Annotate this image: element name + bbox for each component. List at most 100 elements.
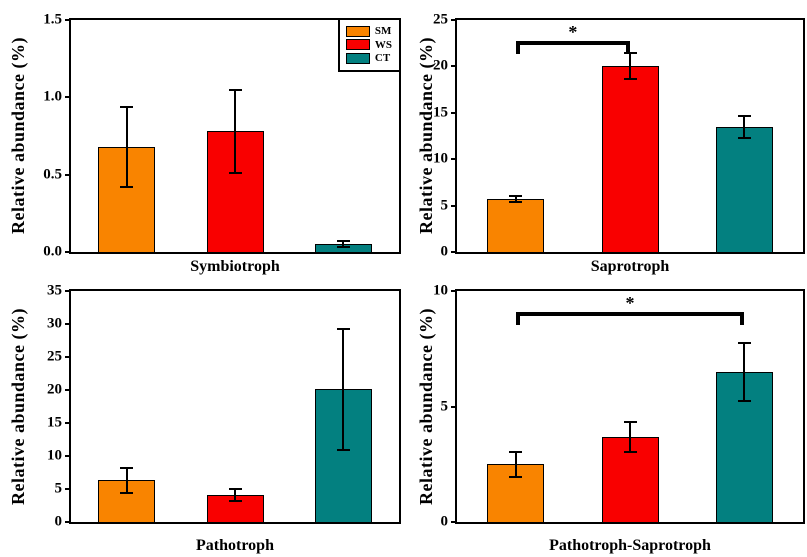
error-bar-line <box>743 115 746 138</box>
y-tick-label: 20 <box>47 381 62 398</box>
error-bar-cap-bottom <box>228 172 242 175</box>
error-bar-cap-bottom <box>228 499 242 502</box>
y-tick-mark <box>451 405 457 408</box>
y-tick-label: 5 <box>54 480 63 497</box>
y-tick-mark <box>65 323 71 325</box>
y-tick-mark <box>65 96 71 99</box>
y-tick-mark <box>65 356 71 358</box>
error-bar-line <box>743 342 746 401</box>
legend-item-ws: WS <box>345 38 392 52</box>
error-bar-cap-top <box>509 194 523 197</box>
significance-bracket-end-right <box>740 311 745 325</box>
significance-bracket-end-left <box>515 41 520 55</box>
error-bar-cap-bottom <box>120 186 134 189</box>
x-axis-label-saprotroph: Saprotroph <box>590 258 670 275</box>
y-tick-mark <box>451 19 457 21</box>
bar-sm <box>487 199 545 252</box>
y-tick-label: 5 <box>440 197 449 214</box>
y-tick-mark <box>451 521 457 523</box>
panel-saprotroph: Relative abundance (%) 0 5 10 15 20 25 * Sapro… <box>404 0 807 278</box>
legend-item-ct: CT <box>345 52 392 65</box>
error-bar-line <box>514 451 517 477</box>
plot-area-saprotroph: 0 5 10 15 20 25 * <box>433 12 805 259</box>
y-tick-label: 10 <box>47 447 62 464</box>
x-axis-label-pathotroph-saprotroph: Pathotroph-Saprotroph <box>549 537 711 554</box>
error-bar-line <box>629 421 631 452</box>
y-tick-label: 5 <box>440 398 449 414</box>
y-tick-label: 35 <box>47 282 62 299</box>
panel-pathotroph-saprotroph: Relative abundance (%) 0 5 10 * Pathotroph-… <box>404 279 807 557</box>
y-tick-label: 20 <box>433 57 448 74</box>
significance-label: * <box>568 22 578 43</box>
error-bar-line <box>342 328 345 451</box>
x-axis-label-pathotroph: Pathotroph <box>196 537 274 554</box>
y-tick-label: 0.5 <box>43 166 62 183</box>
error-bar-line <box>125 106 128 188</box>
significance-bracket-end-left <box>515 311 520 325</box>
y-tick-label: 15 <box>433 104 448 121</box>
error-bar-cap-bottom <box>509 201 523 204</box>
error-bar-cap-top <box>336 327 350 330</box>
panel-symbiotroph: Relative abundance (%) 0.0 0.5 1.0 1.5 Symb… <box>0 0 404 278</box>
legend-swatch-ct <box>345 53 370 65</box>
error-bar-cap-bottom <box>737 136 751 139</box>
panel-pathotroph: Relative abundance (%) 0 5 10 15 20 25 30 35 Pa… <box>0 279 404 557</box>
y-tick-mark <box>65 19 71 21</box>
significance-label: * <box>625 292 635 313</box>
error-bar-cap-bottom <box>623 450 637 453</box>
significance-bracket-end-right <box>626 41 630 55</box>
y-tick-label: 0 <box>54 513 63 530</box>
y-axis-label: Relative abundance (%) <box>8 37 28 235</box>
error-bar-line <box>125 467 128 493</box>
significance-bracket <box>515 311 745 316</box>
y-tick-label: 30 <box>47 315 62 332</box>
y-tick-mark <box>451 290 457 292</box>
error-bar-cap-bottom <box>737 399 751 402</box>
y-tick-label: 25 <box>47 348 62 365</box>
error-bar-cap-bottom <box>336 246 350 249</box>
y-tick-label: 15 <box>47 414 62 431</box>
plot-area-pathotroph-saprotroph: 0 5 10 * <box>433 283 805 529</box>
y-tick-mark <box>451 204 457 207</box>
y-axis-label: Relative abundance (%) <box>416 308 436 505</box>
error-bar-cap-top <box>737 341 751 344</box>
error-bar-line <box>629 53 631 80</box>
error-bar-cap-top <box>509 450 523 453</box>
y-tick-mark <box>65 389 71 391</box>
y-tick-label: 0.0 <box>43 243 62 260</box>
bar-ws <box>601 66 659 252</box>
y-tick-mark <box>65 251 71 253</box>
y-tick-label: 1.5 <box>43 11 62 28</box>
y-tick-mark <box>451 158 457 161</box>
error-bar-cap-bottom <box>336 449 350 452</box>
y-tick-label: 25 <box>433 11 448 28</box>
error-bar-cap-top <box>120 466 134 469</box>
y-tick-mark <box>65 290 71 292</box>
error-bar-line <box>514 195 517 203</box>
y-tick-mark <box>65 521 71 523</box>
error-bar-line <box>234 489 236 501</box>
legend-swatch-ws <box>345 39 370 51</box>
y-tick-label: 0 <box>440 243 449 260</box>
error-bar-cap-top <box>336 240 350 243</box>
y-tick-label: 10 <box>433 150 448 167</box>
error-bar-cap-top <box>228 488 242 490</box>
bar-ct <box>715 126 773 252</box>
y-tick-mark <box>451 65 457 68</box>
error-bar-cap-top <box>120 105 134 108</box>
error-bar-cap-bottom <box>623 78 637 81</box>
legend-label-ws: WS <box>374 38 392 51</box>
y-tick-mark <box>451 111 457 114</box>
significance-bracket <box>515 41 630 46</box>
error-bar-cap-bottom <box>509 475 523 478</box>
y-tick-label: 0 <box>440 513 449 530</box>
error-bar-cap-top <box>228 88 242 91</box>
error-bar-cap-bottom <box>120 491 134 494</box>
error-bar-line <box>234 89 236 174</box>
error-bar-line <box>342 241 345 248</box>
legend-swatch-sm <box>345 25 370 37</box>
error-bar-cap-top <box>623 52 637 55</box>
y-tick-mark <box>451 251 457 253</box>
x-axis-label-symbiotroph: Symbiotroph <box>190 258 280 275</box>
error-bar-cap-top <box>737 114 751 117</box>
